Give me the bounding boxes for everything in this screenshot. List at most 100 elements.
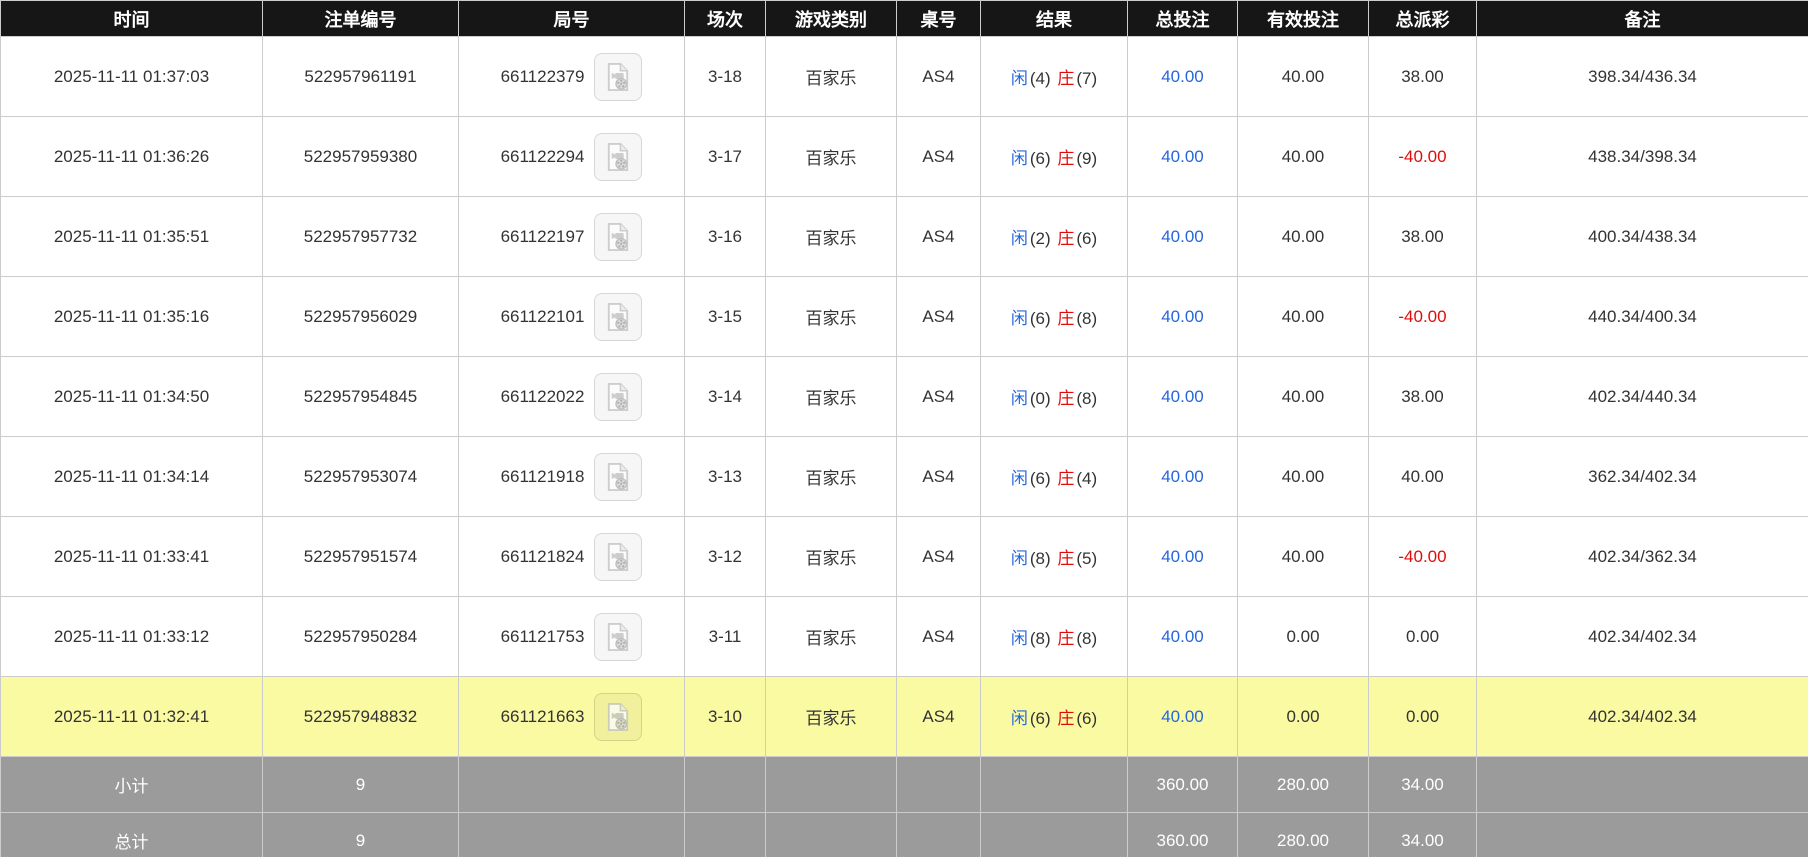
result-banker-label: 庄 bbox=[1057, 709, 1075, 728]
col-header-valid-bet: 有效投注 bbox=[1237, 0, 1369, 37]
cell-game-type: 百家乐 bbox=[765, 36, 897, 117]
video-replay-icon bbox=[601, 540, 635, 574]
result-banker-score: (9) bbox=[1076, 149, 1098, 168]
total-count: 9 bbox=[262, 812, 459, 857]
cell-result: 闲 (8) 庄 (5) bbox=[980, 516, 1128, 597]
cell-payout: 38.00 bbox=[1368, 356, 1477, 437]
table-header: 时间 注单编号 局号 场次 游戏类别 桌号 结果 总投注 有效投注 总派彩 备注 bbox=[0, 0, 1808, 37]
table-row: 2025-11-11 01:36:26 522957959380 6611222… bbox=[0, 116, 1808, 197]
result-player-score: (8) bbox=[1029, 549, 1051, 568]
cell-result: 闲 (6) 庄 (6) bbox=[980, 676, 1128, 757]
video-replay-button[interactable] bbox=[594, 292, 643, 341]
cell-payout: 38.00 bbox=[1368, 196, 1477, 277]
col-header-total-bet: 总投注 bbox=[1127, 0, 1238, 37]
cell-total-bet: 40.00 bbox=[1127, 596, 1238, 677]
cell-remark: 398.34/436.34 bbox=[1476, 36, 1808, 117]
total-row: 总计 9 360.00 280.00 34.00 bbox=[0, 812, 1808, 857]
cell-game-type: 百家乐 bbox=[765, 196, 897, 277]
cell-bet-id: 522957956029 bbox=[262, 276, 459, 357]
video-replay-icon bbox=[601, 300, 635, 334]
result-banker-score: (6) bbox=[1076, 229, 1098, 248]
video-replay-button[interactable] bbox=[594, 52, 643, 101]
table-footer: 小计 9 360.00 280.00 34.00 总计 9 360.00 280… bbox=[0, 756, 1808, 857]
cell-time: 2025-11-11 01:33:41 bbox=[0, 516, 263, 597]
cell-remark: 402.34/362.34 bbox=[1476, 516, 1808, 597]
cell-total-bet: 40.00 bbox=[1127, 196, 1238, 277]
cell-session: 3-12 bbox=[684, 516, 766, 597]
result-player-label: 闲 bbox=[1010, 309, 1028, 328]
round-id-text: 661122022 bbox=[500, 386, 585, 406]
cell-remark: 402.34/402.34 bbox=[1476, 676, 1808, 757]
cell-table-no: AS4 bbox=[896, 356, 981, 437]
header-row: 时间 注单编号 局号 场次 游戏类别 桌号 结果 总投注 有效投注 总派彩 备注 bbox=[0, 0, 1808, 37]
video-replay-button[interactable] bbox=[594, 132, 643, 181]
result-banker-label: 庄 bbox=[1057, 549, 1075, 568]
col-header-session: 场次 bbox=[684, 0, 766, 37]
result-player-score: (6) bbox=[1029, 469, 1051, 488]
footer-empty-cell bbox=[684, 812, 766, 857]
result-player-label: 闲 bbox=[1010, 229, 1028, 248]
cell-table-no: AS4 bbox=[896, 116, 981, 197]
cell-total-bet: 40.00 bbox=[1127, 516, 1238, 597]
cell-round-id: 661122379 bbox=[458, 36, 685, 117]
cell-payout: -40.00 bbox=[1368, 276, 1477, 357]
result-player-score: (6) bbox=[1029, 709, 1051, 728]
subtotal-count: 9 bbox=[262, 756, 459, 813]
col-header-time: 时间 bbox=[0, 0, 263, 37]
cell-game-type: 百家乐 bbox=[765, 276, 897, 357]
cell-bet-id: 522957951574 bbox=[262, 516, 459, 597]
cell-game-type: 百家乐 bbox=[765, 596, 897, 677]
table-row: 2025-11-11 01:33:41 522957951574 6611218… bbox=[0, 516, 1808, 597]
col-header-remark: 备注 bbox=[1476, 0, 1808, 37]
result-player-score: (2) bbox=[1029, 229, 1051, 248]
cell-payout: 38.00 bbox=[1368, 36, 1477, 117]
cell-round-id: 661122197 bbox=[458, 196, 685, 277]
cell-game-type: 百家乐 bbox=[765, 516, 897, 597]
cell-remark: 400.34/438.34 bbox=[1476, 196, 1808, 277]
cell-time: 2025-11-11 01:34:50 bbox=[0, 356, 263, 437]
video-replay-button[interactable] bbox=[594, 532, 643, 581]
col-header-bet-id: 注单编号 bbox=[262, 0, 459, 37]
result-banker-label: 庄 bbox=[1057, 469, 1075, 488]
cell-valid-bet: 40.00 bbox=[1237, 516, 1369, 597]
result-player-label: 闲 bbox=[1010, 149, 1028, 168]
cell-game-type: 百家乐 bbox=[765, 356, 897, 437]
result-banker-label: 庄 bbox=[1057, 389, 1075, 408]
footer-empty-cell bbox=[765, 756, 897, 813]
result-player-score: (0) bbox=[1029, 389, 1051, 408]
result-banker-label: 庄 bbox=[1057, 149, 1075, 168]
video-replay-icon bbox=[601, 700, 635, 734]
cell-session: 3-15 bbox=[684, 276, 766, 357]
table-row: 2025-11-11 01:32:41 522957948832 6611216… bbox=[0, 676, 1808, 757]
result-player-score: (6) bbox=[1029, 309, 1051, 328]
cell-game-type: 百家乐 bbox=[765, 676, 897, 757]
cell-bet-id: 522957953074 bbox=[262, 436, 459, 517]
cell-valid-bet: 0.00 bbox=[1237, 596, 1369, 677]
cell-valid-bet: 40.00 bbox=[1237, 116, 1369, 197]
video-replay-button[interactable] bbox=[594, 212, 643, 261]
cell-session: 3-11 bbox=[684, 596, 766, 677]
cell-time: 2025-11-11 01:35:51 bbox=[0, 196, 263, 277]
video-replay-icon bbox=[601, 620, 635, 654]
video-replay-button[interactable] bbox=[594, 372, 643, 421]
result-player-label: 闲 bbox=[1010, 709, 1028, 728]
cell-payout: 40.00 bbox=[1368, 436, 1477, 517]
cell-session: 3-14 bbox=[684, 356, 766, 437]
cell-time: 2025-11-11 01:34:14 bbox=[0, 436, 263, 517]
cell-total-bet: 40.00 bbox=[1127, 356, 1238, 437]
cell-valid-bet: 0.00 bbox=[1237, 676, 1369, 757]
video-replay-button[interactable] bbox=[594, 452, 643, 501]
cell-table-no: AS4 bbox=[896, 36, 981, 117]
subtotal-total-bet: 360.00 bbox=[1127, 756, 1238, 813]
cell-bet-id: 522957954845 bbox=[262, 356, 459, 437]
cell-round-id: 661122101 bbox=[458, 276, 685, 357]
video-replay-button[interactable] bbox=[594, 692, 643, 741]
col-header-payout: 总派彩 bbox=[1368, 0, 1477, 37]
footer-empty-cell bbox=[896, 756, 981, 813]
video-replay-button[interactable] bbox=[594, 612, 643, 661]
col-header-table-no: 桌号 bbox=[896, 0, 981, 37]
cell-session: 3-18 bbox=[684, 36, 766, 117]
total-payout: 34.00 bbox=[1368, 812, 1477, 857]
result-player-label: 闲 bbox=[1010, 469, 1028, 488]
result-player-label: 闲 bbox=[1010, 629, 1028, 648]
